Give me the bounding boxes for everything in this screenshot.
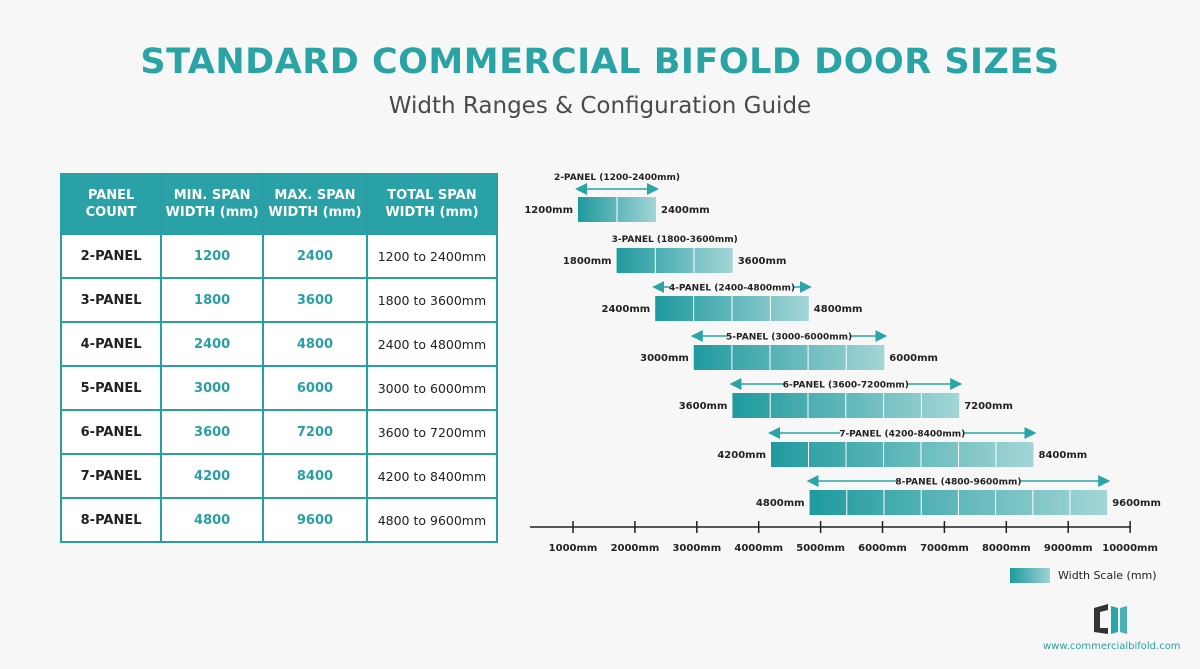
series-label: 4-PANEL (2400-4800mm)	[669, 284, 795, 294]
column-header: MIN. SPAN WIDTH (mm)	[160, 173, 265, 235]
total-span-cell: 3600 to 7200mm	[365, 409, 499, 455]
x-tick-label: 2000mm	[611, 543, 660, 554]
max-width-cell: 7200	[262, 409, 368, 455]
page-subtitle: Width Ranges & Configuration Guide	[388, 93, 812, 119]
max-width-cell: 3600	[262, 277, 368, 323]
min-width-label: 3000mm	[640, 353, 689, 364]
panel-count-cell: 4-PANEL	[59, 321, 163, 367]
panel-count-cell: 3-PANEL	[59, 277, 163, 323]
max-width-label: 8400mm	[1039, 450, 1088, 461]
chart-legend: Width Scale (mm)	[1010, 568, 1157, 583]
series-label: 2-PANEL (1200-2400mm)	[554, 173, 680, 183]
range-bar	[616, 248, 733, 273]
range-bar	[693, 345, 885, 370]
column-header-line: WIDTH (mm)	[165, 205, 259, 220]
max-width-label: 2400mm	[661, 205, 710, 216]
min-width-label: 1200mm	[524, 205, 573, 216]
panel-count-cell: 2-PANEL	[59, 233, 163, 279]
total-span-cell: 4200 to 8400mm	[365, 453, 499, 499]
max-width-label: 9600mm	[1112, 498, 1161, 509]
min-width-cell: 2400	[160, 321, 265, 367]
max-width-cell: 9600	[262, 497, 368, 543]
max-width-cell: 2400	[262, 233, 368, 279]
x-tick-label: 10000mm	[1102, 543, 1158, 554]
panel-count-cell: 6-PANEL	[59, 409, 163, 455]
table-row: 3-PANEL 1800 3600 1800 to 3600mm	[59, 277, 499, 323]
column-header-line: COUNT	[85, 205, 137, 220]
series-label: 3-PANEL (1800-3600mm)	[612, 235, 738, 245]
total-span-cell: 1800 to 3600mm	[365, 277, 499, 323]
x-tick-label: 5000mm	[796, 543, 845, 554]
column-header: MAX. SPAN WIDTH (mm)	[262, 173, 368, 235]
table-row: 6-PANEL 3600 7200 3600 to 7200mm	[59, 409, 499, 455]
x-tick-label: 8000mm	[982, 543, 1031, 554]
max-width-label: 7200mm	[964, 401, 1013, 412]
total-span-cell: 4800 to 9600mm	[365, 497, 499, 543]
column-header-line: MAX. SPAN	[274, 188, 356, 203]
min-width-cell: 1800	[160, 277, 265, 323]
max-width-label: 4800mm	[814, 304, 863, 315]
total-span-cell: 2400 to 4800mm	[365, 321, 499, 367]
column-header-line: WIDTH (mm)	[385, 205, 479, 220]
column-header: PANEL COUNT	[59, 173, 163, 235]
website-url: www.commercialbifold.com	[1043, 641, 1181, 652]
min-width-cell: 3000	[160, 365, 265, 411]
min-width-label: 4200mm	[717, 450, 766, 461]
panel-count-cell: 8-PANEL	[59, 497, 163, 543]
series-label: 7-PANEL (4200-8400mm)	[839, 430, 965, 440]
legend-swatch	[1010, 568, 1050, 583]
min-width-cell: 3600	[160, 409, 265, 455]
x-tick-label: 9000mm	[1044, 543, 1093, 554]
column-header: TOTAL SPAN WIDTH (mm)	[365, 173, 499, 235]
table-row: 7-PANEL 4200 8400 4200 to 8400mm	[59, 453, 499, 499]
min-width-cell: 4200	[160, 453, 265, 499]
range-bar	[771, 442, 1034, 467]
page-title: STANDARD COMMERCIAL BIFOLD DOOR SIZES	[140, 42, 1060, 82]
max-width-label: 3600mm	[738, 256, 787, 267]
total-span-cell: 3000 to 6000mm	[365, 365, 499, 411]
series-label: 5-PANEL (3000-6000mm)	[726, 333, 852, 343]
min-width-cell: 4800	[160, 497, 265, 543]
x-tick-label: 6000mm	[858, 543, 907, 554]
min-width-cell: 1200	[160, 233, 265, 279]
legend-label: Width Scale (mm)	[1058, 569, 1157, 582]
min-width-label: 3600mm	[679, 401, 728, 412]
column-header-line: PANEL	[87, 188, 135, 203]
column-header-line: MIN. SPAN	[173, 188, 251, 203]
x-tick-label: 3000mm	[672, 543, 721, 554]
x-tick-label: 4000mm	[734, 543, 783, 554]
min-width-label: 2400mm	[602, 304, 651, 315]
max-width-label: 6000mm	[889, 353, 938, 364]
panel-count-cell: 5-PANEL	[59, 365, 163, 411]
series-label: 6-PANEL (3600-7200mm)	[783, 381, 909, 391]
brand-logo-icon	[1094, 604, 1127, 634]
x-tick-label: 7000mm	[920, 543, 969, 554]
column-header-line: TOTAL SPAN	[387, 188, 477, 203]
x-tick-label: 1000mm	[549, 543, 598, 554]
table-row: 5-PANEL 3000 6000 3000 to 6000mm	[59, 365, 499, 411]
series-label: 8-PANEL (4800-9600mm)	[895, 478, 1021, 488]
column-header-line: WIDTH (mm)	[268, 205, 362, 220]
total-span-cell: 1200 to 2400mm	[365, 233, 499, 279]
max-width-cell: 4800	[262, 321, 368, 367]
table-row: 8-PANEL 4800 9600 4800 to 9600mm	[59, 497, 499, 543]
max-width-cell: 6000	[262, 365, 368, 411]
door-size-table: PANEL COUNT MIN. SPAN WIDTH (mm) MAX. SPAN WI…	[59, 173, 499, 543]
max-width-cell: 8400	[262, 453, 368, 499]
table-row: 2-PANEL 1200 2400 1200 to 2400mm	[59, 233, 499, 279]
panel-count-cell: 7-PANEL	[59, 453, 163, 499]
min-width-label: 4800mm	[756, 498, 805, 509]
table-row: 4-PANEL 2400 4800 2400 to 4800mm	[59, 321, 499, 367]
min-width-label: 1800mm	[563, 256, 612, 267]
